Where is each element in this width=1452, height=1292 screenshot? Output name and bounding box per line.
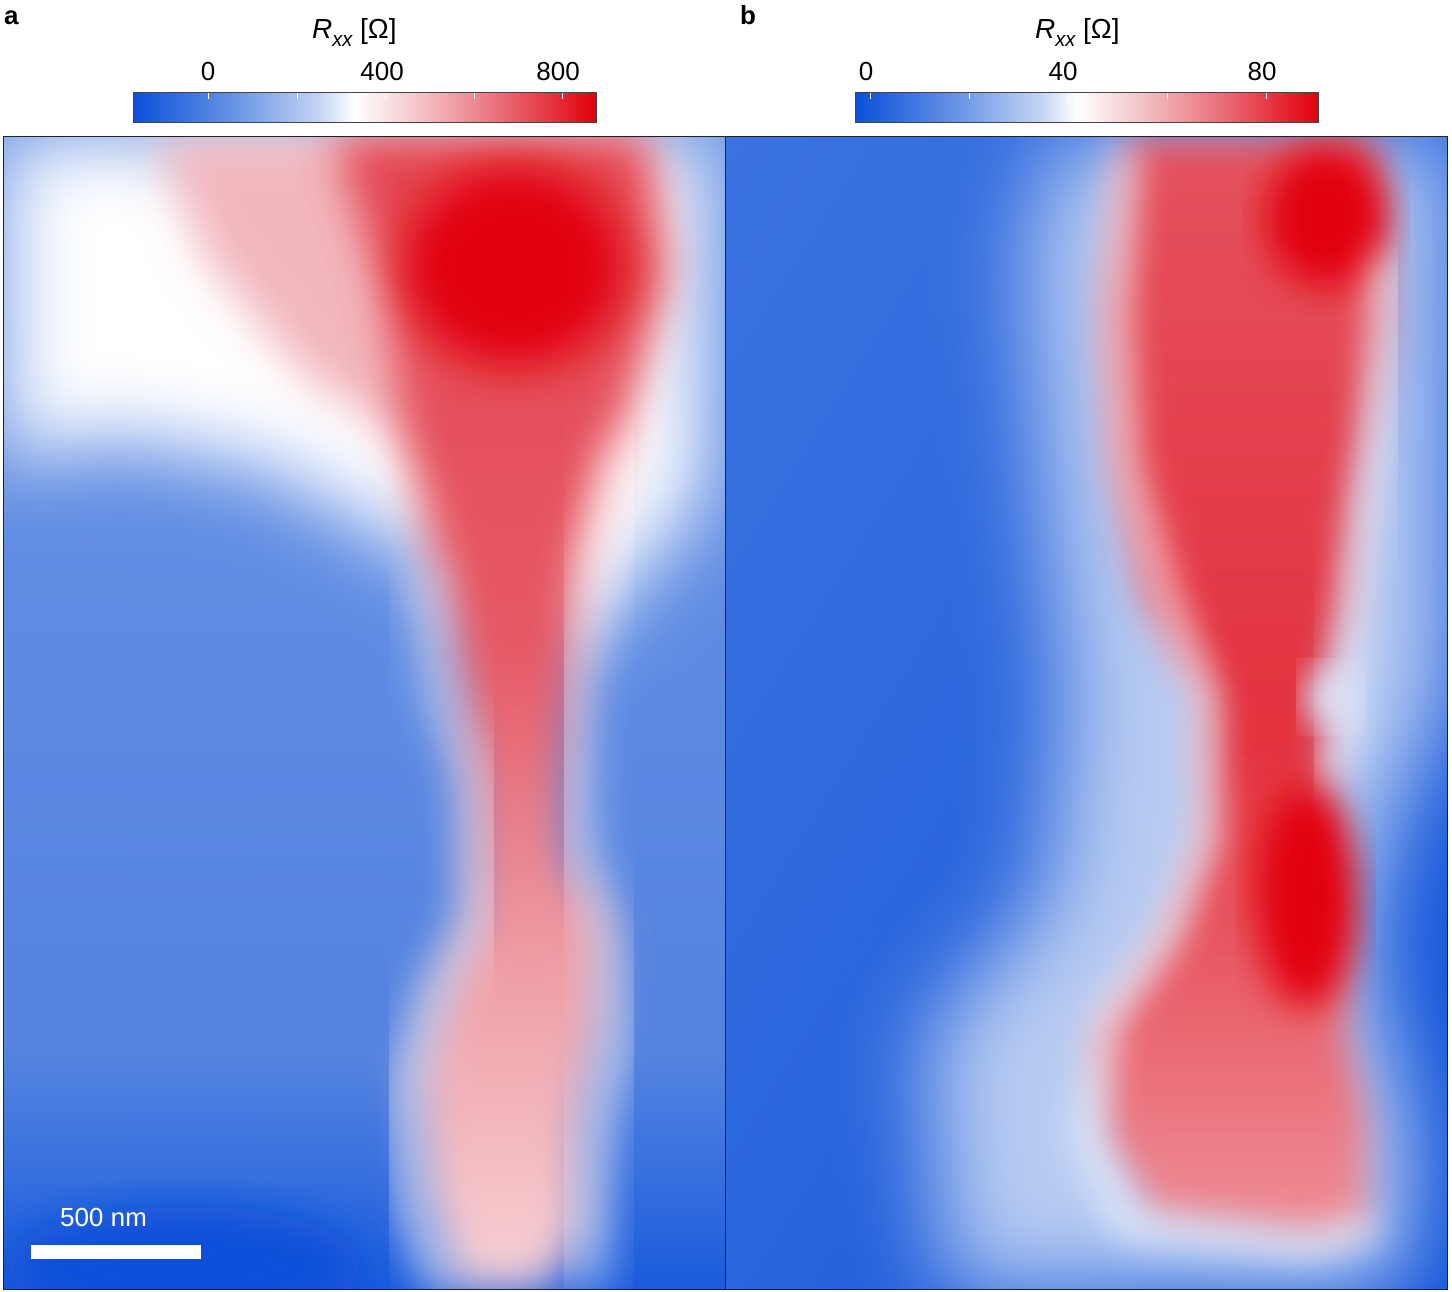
map-a-red-core — [404, 167, 624, 367]
map-a-red-region — [334, 137, 664, 1289]
colorbar-b-minor-tick — [969, 93, 970, 99]
colorbar-a-minor-tick — [208, 93, 209, 99]
colorbar-a-tick-0: 0 — [200, 56, 216, 86]
scalebar-label: 500 nm — [60, 1202, 147, 1232]
scalebar — [31, 1245, 201, 1259]
map-b-body-edge — [1318, 256, 1394, 781]
map-b-white-notch — [1306, 669, 1356, 725]
colorbar-a-unit: [Ω] — [360, 13, 397, 44]
colorbar-b-minor-tick — [870, 93, 871, 99]
colorbar-a-minor-tick — [385, 93, 386, 99]
colorbar-b-tick-2: 80 — [1247, 56, 1277, 86]
colorbar-a-title: Rxx [Ω] — [312, 12, 397, 51]
resistance-map-b — [725, 136, 1448, 1290]
colorbar-b — [855, 92, 1319, 123]
colorbar-a-minor-tick — [297, 93, 298, 99]
colorbar-b-symbol: R — [1035, 13, 1056, 44]
resistance-map-a — [3, 136, 726, 1290]
panel-b-letter: b — [740, 0, 756, 30]
map-b-body-edge — [1077, 146, 1379, 1256]
map-a-stem-edge — [565, 435, 633, 1289]
map-b-red-core — [1266, 147, 1386, 287]
colorbar-a-minor-tick — [562, 93, 563, 99]
map-a-stem-edge — [394, 565, 489, 1289]
colorbar-a-tick-1: 400 — [360, 56, 404, 86]
panel-a-letter: a — [4, 0, 19, 30]
map-b-red-core — [1256, 787, 1356, 1007]
colorbar-a-tick-2: 800 — [536, 56, 580, 86]
colorbar-a-symbol: R — [312, 13, 333, 44]
colorbar-b-minor-tick — [1167, 93, 1168, 99]
colorbar-b-minor-tick — [1266, 93, 1267, 99]
colorbar-b-tick-1: 40 — [1048, 56, 1078, 86]
colorbar-a-minor-tick — [474, 93, 475, 99]
colorbar-a-subscript: xx — [332, 29, 353, 51]
colorbar-b-tick-0: 0 — [858, 56, 874, 86]
colorbar-b-minor-tick — [1068, 93, 1069, 99]
colorbar-b-subscript: xx — [1055, 29, 1076, 51]
colorbar-a — [133, 92, 597, 123]
colorbar-b-title: Rxx [Ω] — [1035, 12, 1120, 51]
colorbar-b-unit: [Ω] — [1083, 13, 1120, 44]
